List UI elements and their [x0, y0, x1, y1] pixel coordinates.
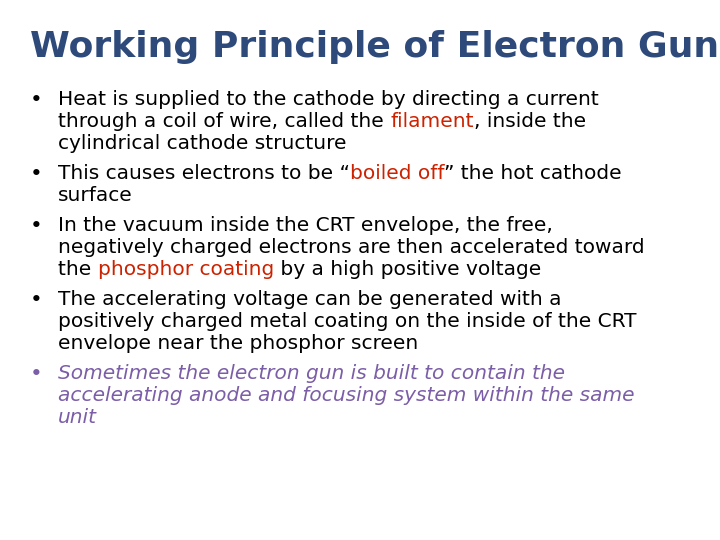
Text: positively charged metal coating on the inside of the CRT: positively charged metal coating on the …	[58, 312, 636, 331]
Text: ” the hot cathode: ” the hot cathode	[444, 164, 622, 183]
Text: Heat is supplied to the cathode by directing a current: Heat is supplied to the cathode by direc…	[58, 90, 599, 109]
Text: by a high positive voltage: by a high positive voltage	[274, 260, 541, 279]
Text: phosphor coating: phosphor coating	[98, 260, 274, 279]
Text: Sometimes the electron gun is built to contain the: Sometimes the electron gun is built to c…	[58, 364, 565, 383]
Text: •: •	[30, 290, 42, 310]
Text: filament: filament	[390, 112, 474, 131]
Text: •: •	[30, 164, 42, 184]
Text: In the vacuum inside the CRT envelope, the free,: In the vacuum inside the CRT envelope, t…	[58, 216, 553, 235]
Text: envelope near the phosphor screen: envelope near the phosphor screen	[58, 334, 418, 353]
Text: The accelerating voltage can be generated with a: The accelerating voltage can be generate…	[58, 290, 562, 309]
Text: Working Principle of Electron Gun: Working Principle of Electron Gun	[30, 30, 719, 64]
Text: surface: surface	[58, 186, 132, 205]
Text: This causes electrons to be “: This causes electrons to be “	[58, 164, 350, 183]
Text: •: •	[30, 364, 42, 384]
Text: through a coil of wire, called the: through a coil of wire, called the	[58, 112, 390, 131]
Text: , inside the: , inside the	[474, 112, 586, 131]
Text: boiled off: boiled off	[350, 164, 444, 183]
Text: unit: unit	[58, 408, 97, 427]
Text: accelerating anode and focusing system within the same: accelerating anode and focusing system w…	[58, 386, 634, 405]
Text: •: •	[30, 90, 42, 110]
Text: the: the	[58, 260, 98, 279]
Text: negatively charged electrons are then accelerated toward: negatively charged electrons are then ac…	[58, 238, 644, 257]
Text: cylindrical cathode structure: cylindrical cathode structure	[58, 134, 346, 153]
Text: •: •	[30, 216, 42, 236]
